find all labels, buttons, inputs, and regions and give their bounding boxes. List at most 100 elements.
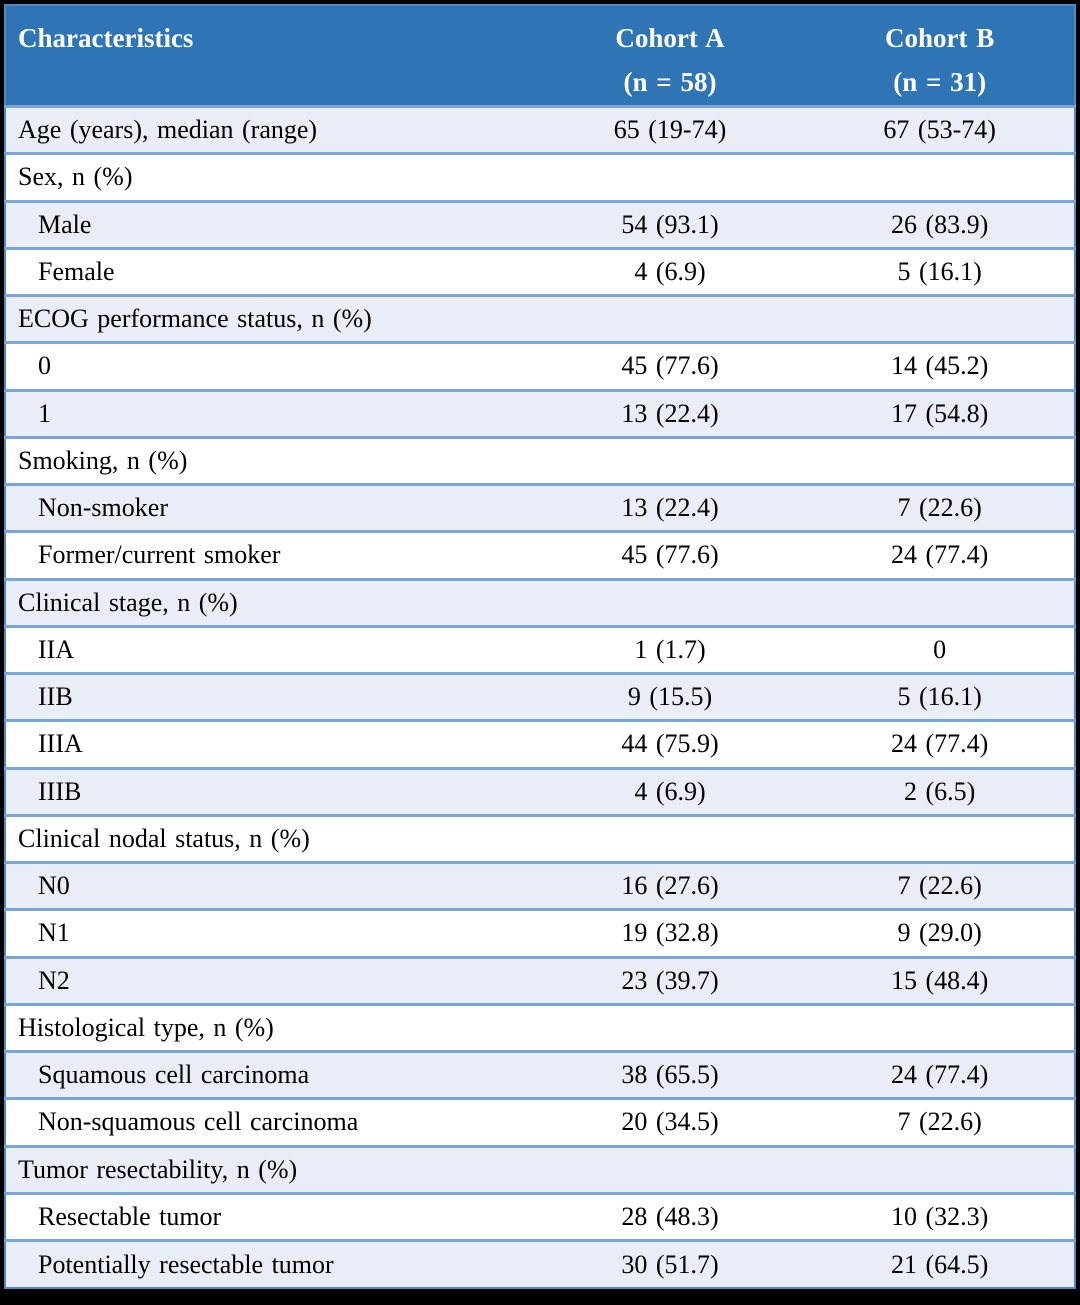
cohort-a-value: 4 (6.9) xyxy=(534,766,806,816)
table-row: Clinical nodal status, n (%) xyxy=(5,813,1075,863)
row-label: Male xyxy=(5,199,535,249)
cohort-b-value xyxy=(805,1002,1075,1052)
column-header-characteristics: Characteristics xyxy=(5,5,535,108)
cohort-a-value: 19 (32.8) xyxy=(534,908,806,957)
cohort-b-value: 17 (54.8) xyxy=(805,388,1075,438)
row-label: 1 xyxy=(5,388,535,438)
cohort-b-value: 24 (77.4) xyxy=(805,1049,1075,1099)
cohort-a-value xyxy=(534,577,806,627)
row-label: N0 xyxy=(5,860,535,910)
cohort-a-value: 4 (6.9) xyxy=(534,246,806,296)
cohort-a-value xyxy=(534,1002,806,1052)
cohort-a-value: 45 (77.6) xyxy=(534,530,806,579)
header-row: Characteristics Cohort A (n = 58) Cohort… xyxy=(5,5,1075,108)
table-row: Non-smoker 13 (22.4) 7 (22.6) xyxy=(5,482,1075,532)
row-label: Non-squamous cell carcinoma xyxy=(5,1097,535,1146)
row-label: Female xyxy=(5,246,535,296)
cohort-a-value: 30 (51.7) xyxy=(534,1239,806,1288)
cohort-b-title: Cohort B xyxy=(885,23,995,53)
table-row: 1 13 (22.4) 17 (54.8) xyxy=(5,388,1075,438)
cohort-a-value: 1 (1.7) xyxy=(534,624,806,674)
cohort-a-value: 65 (19-74) xyxy=(534,104,806,154)
cohort-b-value: 9 (29.0) xyxy=(805,908,1075,957)
cohort-a-value: 20 (34.5) xyxy=(534,1097,806,1146)
column-header-characteristics-label: Characteristics xyxy=(18,23,194,53)
cohort-a-value: 38 (65.5) xyxy=(534,1049,806,1099)
cohort-a-value: 23 (39.7) xyxy=(534,955,806,1005)
cohort-b-value xyxy=(805,1144,1075,1194)
cohort-a-value xyxy=(534,293,806,343)
row-label: Non-smoker xyxy=(5,482,535,532)
cohort-b-sample-size: (n = 31) xyxy=(893,67,987,97)
table-body: Age (years), median (range) 65 (19-74) 6… xyxy=(5,104,1075,1288)
cohort-a-value: 16 (27.6) xyxy=(534,860,806,910)
table-row: Female 4 (6.9) 5 (16.1) xyxy=(5,246,1075,296)
row-label: Clinical nodal status, n (%) xyxy=(5,813,535,863)
row-label: Age (years), median (range) xyxy=(5,104,535,154)
cohort-a-value: 13 (22.4) xyxy=(534,388,806,438)
cohort-b-value xyxy=(805,435,1075,485)
cohort-a-value: 44 (75.9) xyxy=(534,719,806,768)
table-row: Sex, n (%) xyxy=(5,152,1075,201)
cohort-b-value: 5 (16.1) xyxy=(805,671,1075,721)
table-row: Non-squamous cell carcinoma 20 (34.5) 7 … xyxy=(5,1097,1075,1146)
table-row: N2 23 (39.7) 15 (48.4) xyxy=(5,955,1075,1005)
row-label: Squamous cell carcinoma xyxy=(5,1049,535,1099)
cohort-b-value: 5 (16.1) xyxy=(805,246,1075,296)
table-row: 0 45 (77.6) 14 (45.2) xyxy=(5,341,1075,390)
table-row: Former/current smoker 45 (77.6) 24 (77.4… xyxy=(5,530,1075,579)
table-header: Characteristics Cohort A (n = 58) Cohort… xyxy=(5,5,1075,108)
cohort-b-value: 7 (22.6) xyxy=(805,1097,1075,1146)
cohort-b-value: 14 (45.2) xyxy=(805,341,1075,390)
row-label: Clinical stage, n (%) xyxy=(5,577,535,627)
cohort-a-value xyxy=(534,1144,806,1194)
row-label: Smoking, n (%) xyxy=(5,435,535,485)
row-label: Resectable tumor xyxy=(5,1191,535,1241)
table-row: Potentially resectable tumor 30 (51.7) 2… xyxy=(5,1239,1075,1288)
row-label: Potentially resectable tumor xyxy=(5,1239,535,1288)
cohort-a-sample-size: (n = 58) xyxy=(623,67,717,97)
cohort-b-value xyxy=(805,293,1075,343)
cohort-b-value: 26 (83.9) xyxy=(805,199,1075,249)
table-row: IIB 9 (15.5) 5 (16.1) xyxy=(5,671,1075,721)
row-label: IIIB xyxy=(5,766,535,816)
table-row: Tumor resectability, n (%) xyxy=(5,1144,1075,1194)
table-row: N0 16 (27.6) 7 (22.6) xyxy=(5,860,1075,910)
cohort-a-value xyxy=(534,435,806,485)
cohort-a-value: 9 (15.5) xyxy=(534,671,806,721)
column-header-cohort-a: Cohort A (n = 58) xyxy=(534,5,806,108)
row-label: Sex, n (%) xyxy=(5,152,535,201)
cohort-b-value: 15 (48.4) xyxy=(805,955,1075,1005)
row-label: 0 xyxy=(5,341,535,390)
table-row: Age (years), median (range) 65 (19-74) 6… xyxy=(5,104,1075,154)
cohort-a-value xyxy=(534,813,806,863)
table-row: ECOG performance status, n (%) xyxy=(5,293,1075,343)
table-row: Smoking, n (%) xyxy=(5,435,1075,485)
row-label: IIB xyxy=(5,671,535,721)
row-label: ECOG performance status, n (%) xyxy=(5,293,535,343)
table-row: IIIB 4 (6.9) 2 (6.5) xyxy=(5,766,1075,816)
cohort-a-title: Cohort A xyxy=(615,23,725,53)
table-row: Clinical stage, n (%) xyxy=(5,577,1075,627)
cohort-a-value: 45 (77.6) xyxy=(534,341,806,390)
column-header-cohort-b: Cohort B (n = 31) xyxy=(805,5,1075,108)
table-row: N1 19 (32.8) 9 (29.0) xyxy=(5,908,1075,957)
cohort-b-value xyxy=(805,152,1075,201)
table-row: Histological type, n (%) xyxy=(5,1002,1075,1052)
cohort-b-value xyxy=(805,813,1075,863)
cohort-a-value: 13 (22.4) xyxy=(534,482,806,532)
cohort-b-value: 24 (77.4) xyxy=(805,530,1075,579)
row-label: IIA xyxy=(5,624,535,674)
table-row: Resectable tumor 28 (48.3) 10 (32.3) xyxy=(5,1191,1075,1241)
row-label: Tumor resectability, n (%) xyxy=(5,1144,535,1194)
cohort-b-value: 7 (22.6) xyxy=(805,860,1075,910)
row-label: IIIA xyxy=(5,719,535,768)
cohort-a-value: 54 (93.1) xyxy=(534,199,806,249)
table-row: IIIA 44 (75.9) 24 (77.4) xyxy=(5,719,1075,768)
cohort-b-value: 0 xyxy=(805,624,1075,674)
row-label: Histological type, n (%) xyxy=(5,1002,535,1052)
cohort-b-value: 10 (32.3) xyxy=(805,1191,1075,1241)
characteristics-table: Characteristics Cohort A (n = 58) Cohort… xyxy=(4,4,1076,1289)
cohort-a-value: 28 (48.3) xyxy=(534,1191,806,1241)
